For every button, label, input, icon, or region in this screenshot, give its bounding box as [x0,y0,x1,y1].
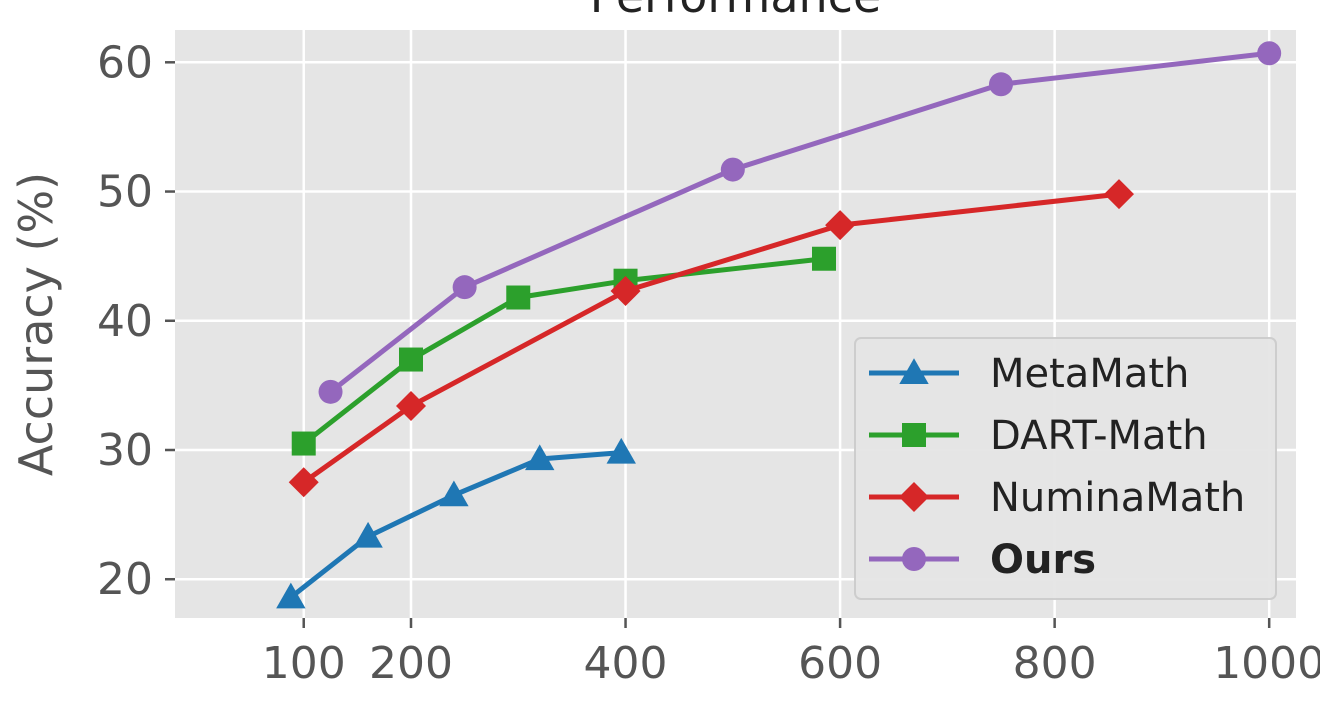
series-ours [318,41,1282,404]
y-tick-label: 60 [97,37,153,88]
legend-label: MetaMath [990,351,1189,397]
data-point [288,467,319,498]
data-point [399,347,423,372]
data-point [610,276,641,307]
y-tick-label: 50 [97,167,153,218]
data-point [452,275,477,300]
series-metamath [276,437,636,609]
data-point [291,431,316,456]
data-point [812,246,836,271]
data-point [606,437,636,464]
x-tick-label: 800 [1013,638,1097,689]
data-point [525,444,555,471]
series-numinamath [288,179,1134,498]
legend-swatch-marker [902,423,926,447]
legend-swatch-marker [902,547,926,571]
y-axis-label: Accuracy (%) [9,172,63,476]
series-layer [276,41,1282,609]
x-tick-label: 600 [798,638,882,689]
data-point [318,379,343,404]
x-tick-label: 400 [584,638,668,689]
legend-item: Ours [869,537,1096,583]
legend-swatch-marker [899,482,929,512]
legend-item: MetaMath [869,351,1189,397]
data-point [439,480,469,507]
legend-label: Ours [990,537,1096,583]
x-tick-label: 100 [262,638,346,689]
y-axis: 20 30 40 50 60 [97,37,175,605]
data-point [276,582,306,609]
legend-label: DART-Math [990,413,1208,459]
x-tick-label: 200 [369,638,453,689]
chart-title: Performance [590,0,882,23]
data-point [353,521,383,548]
data-point [989,72,1013,97]
legend-label: NuminaMath [990,475,1245,521]
y-tick-label: 40 [97,296,153,347]
data-point [720,157,745,182]
x-tick-label: 1000 [1213,638,1320,689]
legend-box [854,337,1277,600]
legend-swatch-marker [899,358,929,385]
y-tick-label: 20 [97,554,153,605]
legend-item: NuminaMath [869,475,1245,521]
legend-item: DART-Math [869,413,1208,459]
y-tick-label: 30 [97,425,153,476]
data-point [825,210,856,241]
legend: MetaMath DART-Math NuminaMath Ours [854,337,1277,600]
data-point [1104,179,1134,210]
data-point [396,391,426,422]
data-point [506,285,531,310]
data-point [1257,41,1282,66]
x-axis: 100 200 400 600 800 1000 [262,618,1320,689]
